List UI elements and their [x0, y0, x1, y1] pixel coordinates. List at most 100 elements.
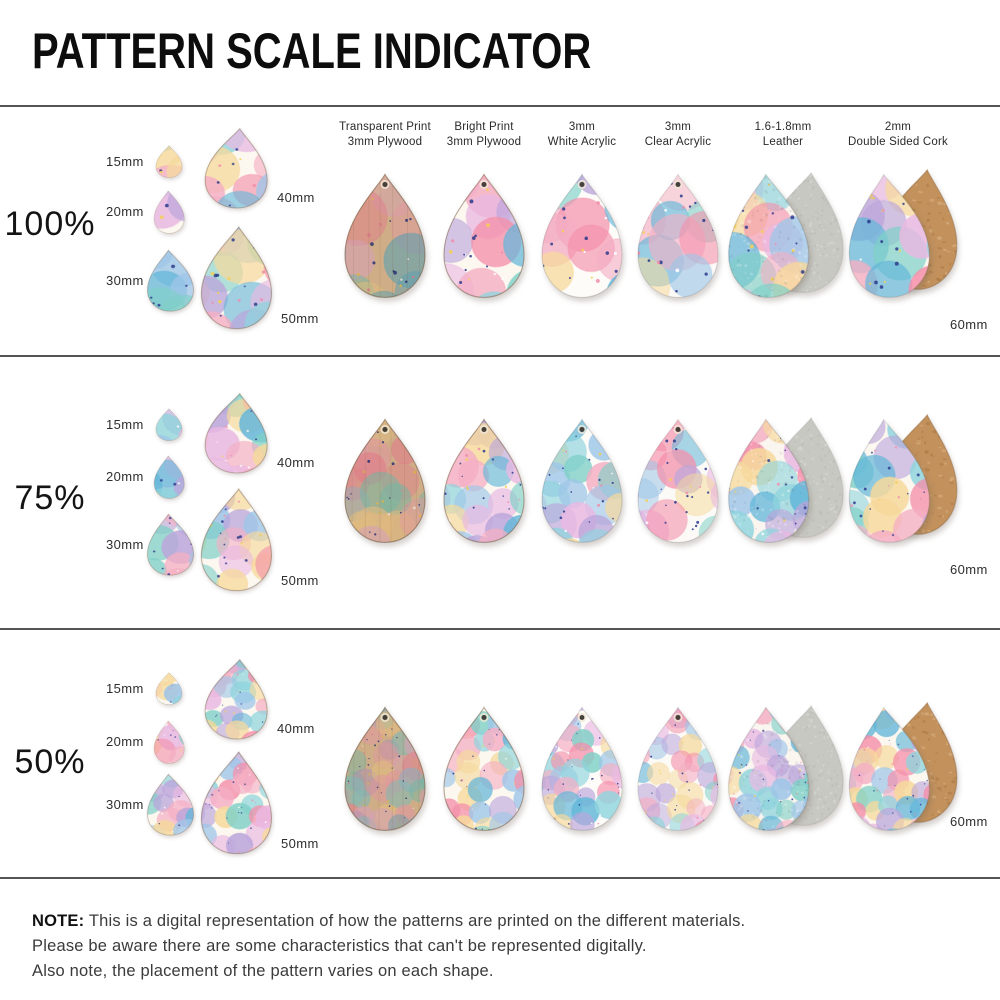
note-block: NOTE: This is a digital representation o…	[32, 909, 952, 984]
teardrop-shape	[344, 418, 426, 543]
page-title: PATTERN SCALE INDICATOR	[32, 23, 592, 79]
teardrop-shape	[541, 706, 623, 831]
material-header-line-2: 3mm Plywood	[347, 135, 423, 148]
row-75-size-label-15mm: 15mm	[106, 416, 144, 432]
teardrop-shape	[344, 706, 426, 831]
material-header-line-2: Double Sided Cork	[848, 135, 948, 148]
teardrop-shape	[153, 455, 185, 499]
material-header-line-1: Bright Print	[454, 121, 514, 133]
row-75-material-teardrop-leather	[725, 416, 811, 546]
material-header-transparent-plywood: Transparent Print 3mm Plywood	[310, 120, 460, 149]
material-header-clear-acrylic: 3mm Clear Acrylic	[603, 120, 753, 149]
row-100-size-label-50mm: 50mm	[281, 311, 319, 326]
material-header-line-2: Clear Acrylic	[644, 135, 712, 148]
row-75-material-size-label-60mm: 60mm	[950, 562, 988, 577]
row-100-sample-teardrop-40mm	[203, 125, 271, 211]
row-50-size-label-15mm: 15mm	[106, 680, 144, 696]
teardrop-shape	[200, 750, 274, 855]
teardrop-shape	[145, 513, 195, 577]
row-50-material-teardrop-transparent-plywood	[344, 705, 426, 832]
row-75-size-label-50mm: 50mm	[281, 573, 319, 588]
row-50-sample-teardrop-15mm	[155, 672, 183, 705]
material-header-white-acrylic: 3mm White Acrylic	[507, 120, 657, 149]
row-75-material-teardrop-bright-plywood	[443, 417, 525, 544]
teardrop-shape	[200, 487, 274, 592]
row-75-size-label-20mm: 20mm	[106, 469, 144, 484]
material-header-line-1: 2mm	[884, 121, 912, 133]
scale-label-50: 50%	[14, 743, 86, 781]
teardrop-shape	[725, 418, 811, 544]
teardrop-shape	[843, 704, 933, 834]
teardrop-shape	[145, 249, 195, 313]
separator-line-1	[0, 105, 1000, 107]
row-100-sample-teardrop-50mm	[200, 224, 274, 331]
material-header-cork: 2mm Double Sided Cork	[823, 120, 973, 149]
row-75-material-teardrop-white-acrylic	[541, 417, 623, 544]
note-line-2: Please be aware there are some character…	[32, 937, 647, 955]
row-50-material-size-label-60mm: 60mm	[950, 814, 988, 829]
row-50-material-teardrop-white-acrylic	[541, 705, 623, 832]
row-75-sample-teardrop-20mm	[153, 454, 185, 499]
teardrop-shape	[637, 173, 719, 298]
teardrop-shape	[443, 418, 525, 543]
row-100-material-teardrop-transparent-plywood	[344, 172, 426, 299]
teardrop-shape	[344, 173, 426, 298]
teardrop-shape	[541, 173, 623, 298]
note-label: NOTE:	[32, 912, 85, 930]
row-75-size-label-40mm: 40mm	[277, 455, 315, 470]
material-header-line-2: Leather	[762, 135, 804, 148]
row-50-size-label-20mm: 20mm	[106, 734, 144, 749]
teardrop-shape	[725, 706, 811, 832]
row-100-size-label-40mm: 40mm	[277, 190, 315, 205]
row-50-size-label-50mm: 50mm	[281, 836, 319, 851]
note-line-1: This is a digital representation of how …	[88, 912, 746, 930]
material-header-line-1: 3mm	[664, 121, 692, 133]
row-75-material-teardrop-transparent-plywood	[344, 417, 426, 544]
material-header-line-1: Transparent Print	[339, 121, 431, 133]
teardrop-shape	[203, 126, 271, 211]
teardrop-shape	[637, 418, 719, 543]
teardrop-shape	[145, 773, 195, 837]
row-100-material-size-label-60mm: 60mm	[950, 317, 988, 332]
teardrop-shape	[155, 672, 183, 705]
material-header-bright-plywood: Bright Print 3mm Plywood	[409, 120, 559, 149]
material-header-line-1: 1.6-1.8mm	[754, 121, 812, 133]
row-100-sample-teardrop-15mm	[155, 145, 183, 178]
row-50-sample-teardrop-40mm	[203, 656, 271, 742]
teardrop-shape	[443, 173, 525, 298]
row-100-material-teardrop-clear-acrylic	[637, 172, 719, 299]
row-50-size-label-30mm: 30mm	[106, 796, 144, 812]
teardrop-shape	[843, 416, 933, 546]
note-line-3: Also note, the placement of the pattern …	[32, 962, 494, 980]
teardrop-shape	[153, 190, 185, 234]
material-header-leather: 1.6-1.8mm Leather	[708, 120, 858, 149]
teardrop-shape	[541, 418, 623, 543]
row-100-size-label-15mm: 15mm	[106, 153, 144, 169]
teardrop-shape	[203, 391, 271, 476]
separator-line-4	[0, 877, 1000, 879]
row-100-material-teardrop-cork	[843, 169, 933, 301]
row-75-material-teardrop-clear-acrylic	[637, 417, 719, 544]
scale-label-75: 75%	[14, 479, 86, 517]
row-100-size-label-20mm: 20mm	[106, 204, 144, 219]
material-header-line-1: 3mm	[568, 121, 596, 133]
row-75-sample-teardrop-40mm	[203, 390, 271, 476]
row-50-sample-teardrop-30mm	[145, 772, 195, 837]
separator-line-3	[0, 628, 1000, 630]
row-50-material-teardrop-clear-acrylic	[637, 705, 719, 832]
row-50-sample-teardrop-20mm	[153, 719, 185, 764]
row-50-material-teardrop-leather	[725, 704, 811, 834]
teardrop-shape	[200, 225, 274, 330]
row-100-sample-teardrop-20mm	[153, 189, 185, 234]
row-100-material-teardrop-bright-plywood	[443, 172, 525, 299]
row-75-material-teardrop-cork	[843, 414, 933, 546]
teardrop-shape	[203, 657, 271, 742]
row-50-size-label-40mm: 40mm	[277, 721, 315, 736]
teardrop-shape	[443, 706, 525, 831]
teardrop-shape	[155, 145, 183, 178]
teardrop-shape	[637, 706, 719, 831]
teardrop-shape	[725, 173, 811, 299]
row-100-sample-teardrop-30mm	[145, 248, 195, 313]
row-50-sample-teardrop-50mm	[200, 749, 274, 856]
